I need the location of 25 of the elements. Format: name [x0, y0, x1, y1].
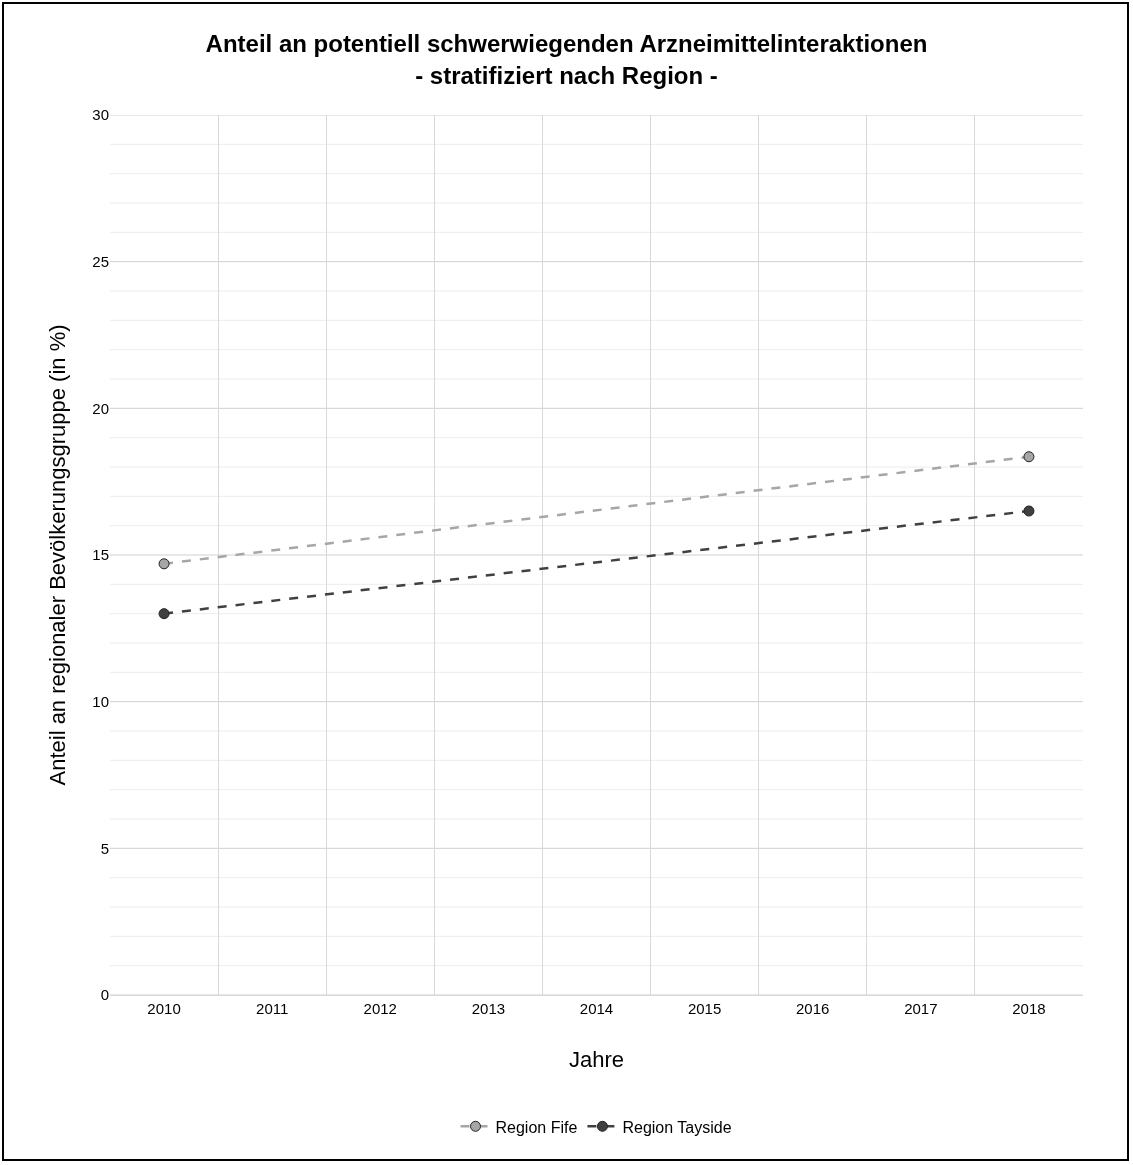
x-tick-label: 2016	[796, 1000, 830, 1017]
x-tick-label: 2012	[363, 1000, 397, 1017]
x-tick-label: 2013	[471, 1000, 506, 1017]
y-tick-label: 25	[92, 252, 109, 270]
point	[1023, 505, 1035, 517]
y-tick-label: 10	[92, 692, 109, 710]
x-tick-label: 2017	[904, 1000, 938, 1017]
x-tick-label: 2011	[256, 1000, 289, 1017]
y-tick-label: 30	[92, 106, 109, 124]
x-tick-label: 2014	[579, 1000, 614, 1017]
legend-label: Region Tayside	[622, 1118, 732, 1136]
y-tick-label: 20	[92, 399, 109, 417]
y-tick-label: 15	[92, 546, 109, 564]
point	[158, 608, 170, 620]
point	[1023, 451, 1035, 463]
x-tick-label: 2018	[1012, 1000, 1046, 1017]
x-axis-title: Jahre	[568, 1046, 625, 1072]
y-tick-label: 5	[100, 839, 109, 857]
x-tick-label: 2015	[687, 1000, 722, 1017]
x-tick-label: 2010	[147, 1000, 181, 1017]
chart-title: Anteil an potentiell schwerwiegenden Arzneimittelinteraktionen - stratifiziert nach Region -	[205, 30, 928, 89]
y-tick-label: 0	[100, 986, 109, 1004]
legend-label: Region Fife	[495, 1118, 578, 1136]
y-axis-title: Anteil an regionaler Bevölkerungsgruppe (in %)	[45, 324, 71, 786]
point	[158, 558, 170, 570]
